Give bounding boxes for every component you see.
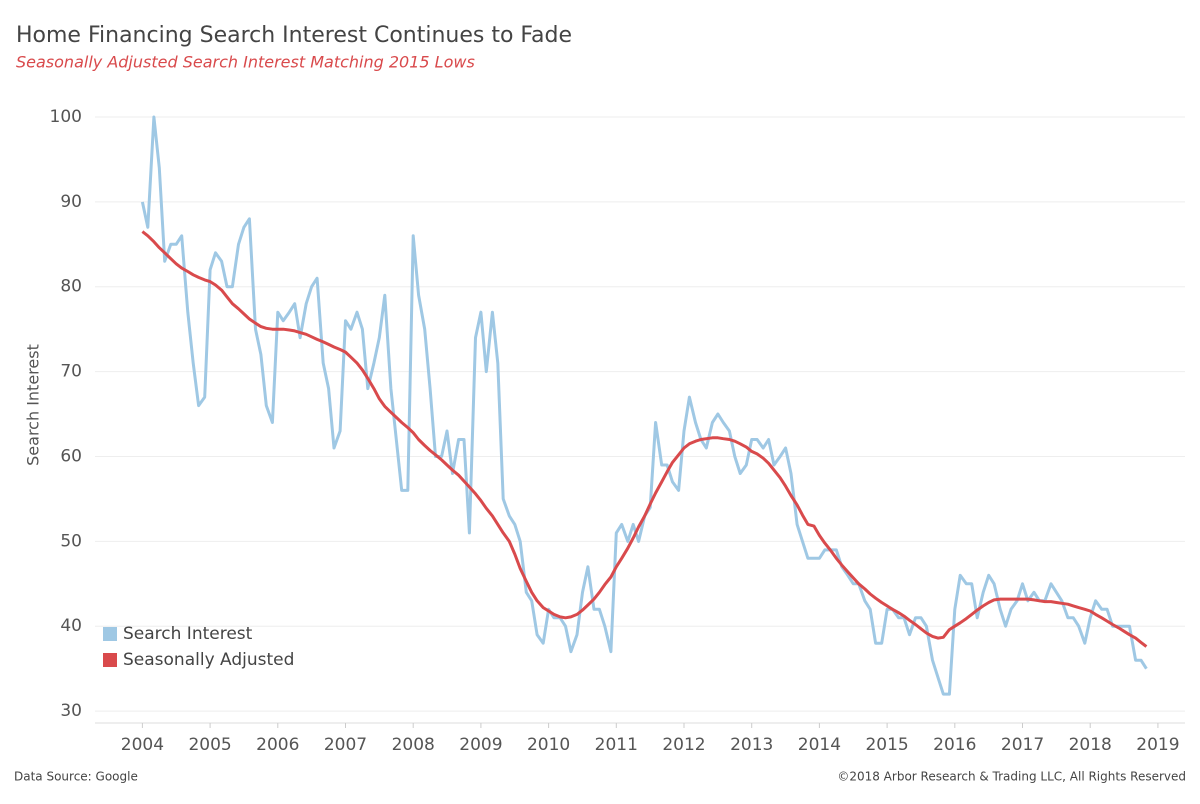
y-axis-label: Search Interest bbox=[24, 344, 43, 466]
x-tick-label: 2019 bbox=[1136, 735, 1179, 755]
legend-swatch bbox=[103, 627, 117, 641]
y-tick-label: 30 bbox=[60, 701, 82, 721]
y-tick-label: 70 bbox=[60, 362, 82, 382]
x-tick-label: 2016 bbox=[933, 735, 976, 755]
legend-label: Seasonally Adjusted bbox=[123, 650, 294, 670]
x-tick-label: 2009 bbox=[459, 735, 502, 755]
x-tick-label: 2017 bbox=[1001, 735, 1044, 755]
x-tick-label: 2012 bbox=[662, 735, 705, 755]
x-tick-label: 2015 bbox=[865, 735, 908, 755]
x-tick-label: 2005 bbox=[188, 735, 231, 755]
x-tick-label: 2007 bbox=[324, 735, 367, 755]
source-note: Data Source: Google bbox=[14, 770, 138, 784]
data-line bbox=[141, 230, 1148, 648]
y-tick-label: 40 bbox=[60, 616, 82, 636]
y-tick-label: 50 bbox=[60, 531, 82, 551]
y-tick-label: 90 bbox=[60, 192, 82, 212]
chart-title: Home Financing Search Interest Continues… bbox=[16, 23, 572, 48]
chart-subtitle: Seasonally Adjusted Search Interest Matc… bbox=[16, 53, 475, 72]
x-tick-label: 2010 bbox=[527, 735, 570, 755]
y-tick-label: 60 bbox=[60, 446, 82, 466]
x-tick-label: 2013 bbox=[730, 735, 773, 755]
legend-label: Search Interest bbox=[123, 624, 253, 644]
x-tick-label: 2014 bbox=[798, 735, 841, 755]
x-tick-label: 2018 bbox=[1069, 735, 1112, 755]
x-tick-label: 2004 bbox=[121, 735, 164, 755]
x-tick-label: 2006 bbox=[256, 735, 299, 755]
legend-swatch bbox=[103, 653, 117, 667]
x-tick-label: 2011 bbox=[595, 735, 638, 755]
y-tick-label: 80 bbox=[60, 277, 82, 297]
data-line bbox=[140, 115, 1148, 696]
x-tick-label: 2008 bbox=[392, 735, 435, 755]
y-tick-label: 100 bbox=[50, 107, 82, 127]
copyright-note: ©2018 Arbor Research & Trading LLC, All … bbox=[837, 770, 1186, 784]
